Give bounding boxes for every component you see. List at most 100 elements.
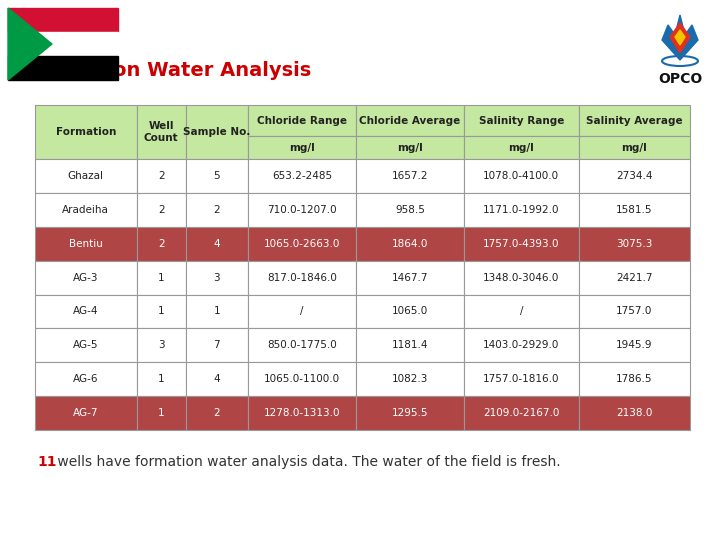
Text: mg/l: mg/l bbox=[397, 143, 423, 153]
Text: 1: 1 bbox=[158, 306, 164, 316]
Bar bbox=[356, 159, 464, 193]
Text: 1757.0: 1757.0 bbox=[616, 306, 652, 316]
Bar bbox=[464, 105, 579, 136]
Text: 1065.0-2663.0: 1065.0-2663.0 bbox=[264, 239, 340, 249]
Bar bbox=[8, 32, 118, 56]
Bar bbox=[186, 362, 248, 396]
Polygon shape bbox=[8, 8, 52, 80]
Bar bbox=[356, 328, 464, 362]
Bar bbox=[356, 227, 464, 261]
Text: Formation Water Analysis: Formation Water Analysis bbox=[28, 61, 311, 80]
Polygon shape bbox=[675, 30, 685, 45]
Bar bbox=[248, 362, 356, 396]
Bar bbox=[356, 362, 464, 396]
Bar bbox=[35, 396, 137, 430]
Text: Aradeiha: Aradeiha bbox=[63, 205, 109, 215]
Bar bbox=[35, 261, 137, 294]
Polygon shape bbox=[662, 15, 698, 60]
Bar bbox=[248, 328, 356, 362]
Text: 817.0-1846.0: 817.0-1846.0 bbox=[267, 273, 337, 282]
Bar bbox=[248, 105, 356, 136]
Text: mg/l: mg/l bbox=[621, 143, 647, 153]
Text: Chloride Average: Chloride Average bbox=[359, 116, 461, 126]
Bar bbox=[579, 261, 690, 294]
Text: 1757.0-1816.0: 1757.0-1816.0 bbox=[483, 374, 559, 384]
Bar bbox=[186, 105, 248, 159]
Text: AG-4: AG-4 bbox=[73, 306, 99, 316]
Bar bbox=[35, 193, 137, 227]
Bar bbox=[248, 396, 356, 430]
Text: Salinity Average: Salinity Average bbox=[586, 116, 683, 126]
Text: 1181.4: 1181.4 bbox=[392, 340, 428, 350]
Bar bbox=[356, 105, 464, 136]
Text: /: / bbox=[300, 306, 304, 316]
Bar bbox=[356, 193, 464, 227]
Text: 2109.0-2167.0: 2109.0-2167.0 bbox=[483, 408, 559, 418]
Text: 1: 1 bbox=[158, 273, 164, 282]
Text: 7: 7 bbox=[213, 340, 220, 350]
Text: Sample No.: Sample No. bbox=[183, 127, 251, 137]
Bar bbox=[579, 294, 690, 328]
Bar bbox=[8, 8, 118, 32]
Bar bbox=[579, 136, 690, 159]
Bar bbox=[356, 396, 464, 430]
Bar bbox=[137, 294, 186, 328]
Text: AG-3: AG-3 bbox=[73, 273, 99, 282]
Text: AG-6: AG-6 bbox=[73, 374, 99, 384]
Bar bbox=[579, 328, 690, 362]
Text: 2: 2 bbox=[213, 408, 220, 418]
Text: 2: 2 bbox=[158, 171, 164, 181]
Text: 1: 1 bbox=[158, 374, 164, 384]
Bar bbox=[248, 136, 356, 159]
Text: 4: 4 bbox=[213, 239, 220, 249]
Text: 1065.0: 1065.0 bbox=[392, 306, 428, 316]
Text: Salinity Range: Salinity Range bbox=[479, 116, 564, 126]
Bar bbox=[579, 396, 690, 430]
Text: Bentiu: Bentiu bbox=[69, 239, 103, 249]
Bar bbox=[186, 396, 248, 430]
Text: 1: 1 bbox=[213, 306, 220, 316]
Text: 1757.0-4393.0: 1757.0-4393.0 bbox=[483, 239, 559, 249]
Text: 11: 11 bbox=[37, 455, 56, 469]
Bar bbox=[464, 193, 579, 227]
Text: 1: 1 bbox=[158, 408, 164, 418]
Bar bbox=[35, 227, 137, 261]
Text: mg/l: mg/l bbox=[289, 143, 315, 153]
Bar bbox=[137, 227, 186, 261]
Text: 2: 2 bbox=[158, 205, 164, 215]
Text: Ghazal: Ghazal bbox=[68, 171, 104, 181]
Text: 1864.0: 1864.0 bbox=[392, 239, 428, 249]
Text: Chloride Range: Chloride Range bbox=[257, 116, 347, 126]
Text: 1078.0-4100.0: 1078.0-4100.0 bbox=[483, 171, 559, 181]
Bar bbox=[464, 136, 579, 159]
Bar bbox=[464, 396, 579, 430]
Text: 1403.0-2929.0: 1403.0-2929.0 bbox=[483, 340, 559, 350]
Bar bbox=[579, 193, 690, 227]
Bar bbox=[464, 328, 579, 362]
Text: 1786.5: 1786.5 bbox=[616, 374, 652, 384]
Text: 4: 4 bbox=[213, 374, 220, 384]
Text: OPCO: OPCO bbox=[658, 72, 702, 86]
Bar bbox=[137, 396, 186, 430]
Bar bbox=[579, 227, 690, 261]
Bar bbox=[464, 294, 579, 328]
Text: 2: 2 bbox=[158, 239, 164, 249]
Polygon shape bbox=[670, 23, 690, 53]
Bar bbox=[186, 294, 248, 328]
Bar bbox=[137, 362, 186, 396]
Bar bbox=[356, 136, 464, 159]
Bar bbox=[137, 193, 186, 227]
Text: wells have formation water analysis data. The water of the field is fresh.: wells have formation water analysis data… bbox=[53, 455, 561, 469]
Bar bbox=[8, 56, 118, 80]
Bar bbox=[137, 261, 186, 294]
Bar bbox=[579, 105, 690, 136]
Bar bbox=[35, 328, 137, 362]
Bar bbox=[248, 159, 356, 193]
Text: AG-7: AG-7 bbox=[73, 408, 99, 418]
Bar bbox=[186, 328, 248, 362]
Text: 3075.3: 3075.3 bbox=[616, 239, 652, 249]
Text: 2138.0: 2138.0 bbox=[616, 408, 652, 418]
Text: 653.2-2485: 653.2-2485 bbox=[272, 171, 332, 181]
Text: 3: 3 bbox=[158, 340, 164, 350]
Text: 3: 3 bbox=[213, 273, 220, 282]
